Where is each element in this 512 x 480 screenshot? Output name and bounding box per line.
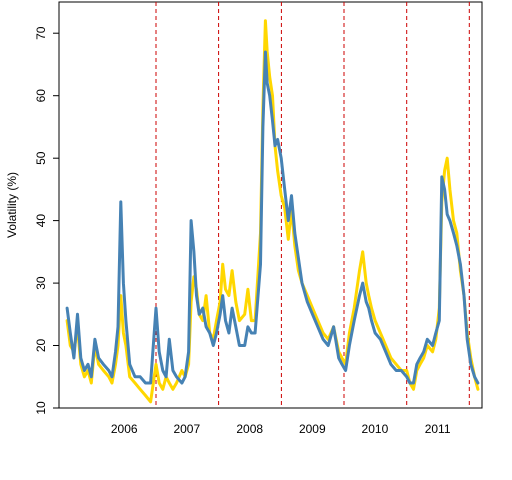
- y-tick-label: 70: [34, 26, 48, 40]
- y-tick-label: 30: [34, 276, 48, 290]
- y-axis-title: Volatility (%): [5, 172, 19, 238]
- y-tick-label: 10: [34, 401, 48, 415]
- y-tick-label: 60: [34, 89, 48, 103]
- x-year-label: 2011: [425, 422, 451, 436]
- x-year-label: 2006: [111, 422, 138, 436]
- series-layer: [65, 19, 480, 404]
- y-tick-label: 40: [34, 214, 48, 228]
- x-year-label: 2008: [236, 422, 263, 436]
- y-tick-label: 50: [34, 151, 48, 165]
- year-boundaries: [155, 2, 470, 408]
- plot-frame: [58, 1, 483, 409]
- x-year-label: 2007: [173, 422, 200, 436]
- series-line-2: [65, 50, 480, 385]
- y-tick-label: 20: [34, 339, 48, 353]
- x-year-label: 2009: [299, 422, 326, 436]
- x-axis-labels: 2006 2007 2008 2009 2010 2011: [111, 422, 451, 436]
- x-year-label: 2010: [362, 422, 389, 436]
- y-axis: 10 20 30 40 50 60 70: [34, 26, 59, 415]
